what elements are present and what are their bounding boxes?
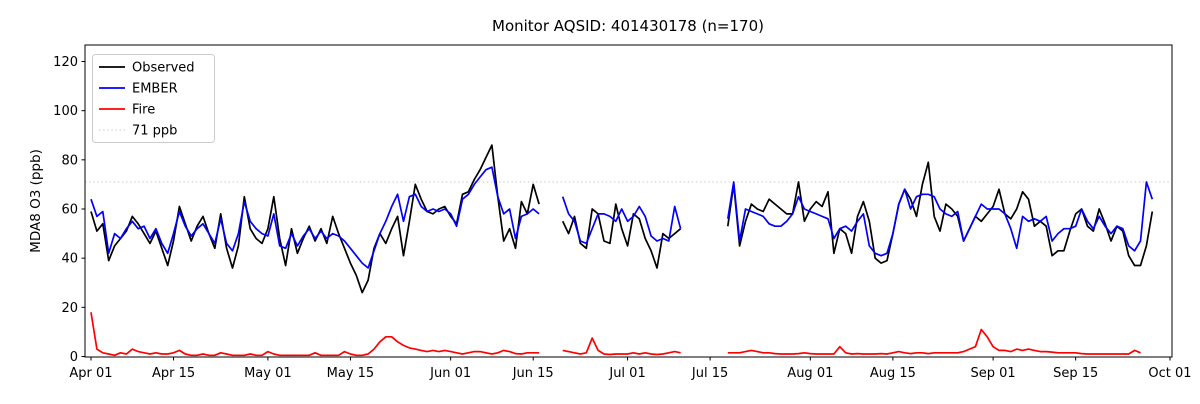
y-tick-label: 120 [53, 55, 78, 70]
x-tick-label: Sep 15 [1053, 366, 1098, 381]
y-tick-label: 60 [61, 203, 78, 218]
legend: Observed EMBER Fire 71 ppb [92, 54, 215, 143]
legend-label-ember: EMBER [132, 82, 178, 97]
y-tick-label: 20 [61, 301, 78, 316]
ember-line [90, 166, 1154, 269]
legend-label-fire: Fire [132, 103, 155, 118]
axes-frame [84, 44, 1173, 358]
y-tick-label: 80 [61, 153, 78, 168]
y-tick-label: 40 [61, 252, 78, 267]
y-tick-label: 0 [70, 350, 78, 365]
x-tick-label: May 15 [327, 366, 375, 381]
x-tick-label: Sep 01 [971, 366, 1016, 381]
x-tick-label: Apr 15 [152, 366, 195, 381]
axes-and-ticks: 0 20 40 60 80 100 120 Apr 01 Apr 15 May 01 May 15 J… [53, 44, 1192, 381]
legend-label-observed: Observed [132, 61, 195, 76]
chart-title: Monitor AQSID: 401430178 (n=170) [492, 17, 764, 35]
x-tick-label: May 01 [244, 366, 292, 381]
x-tick-label: Jul 01 [608, 366, 645, 381]
data-lines [90, 144, 1154, 357]
x-tick-label: Jun 01 [429, 366, 471, 381]
x-tick-label: Jul 15 [691, 366, 728, 381]
legend-label-71-ppb: 71 ppb [132, 124, 177, 139]
legend-box [92, 54, 215, 143]
y-axis-label: MDA8 O3 (ppb) [28, 149, 44, 253]
x-tick-label: Jun 15 [512, 366, 554, 381]
y-tick-label: 100 [53, 104, 78, 119]
x-tick-label: Apr 01 [69, 366, 112, 381]
x-tick-label: Oct 01 [1148, 366, 1191, 381]
fire-line [90, 312, 1141, 357]
x-tick-label: Aug 15 [870, 366, 916, 381]
x-tick-label: Aug 01 [787, 366, 833, 381]
